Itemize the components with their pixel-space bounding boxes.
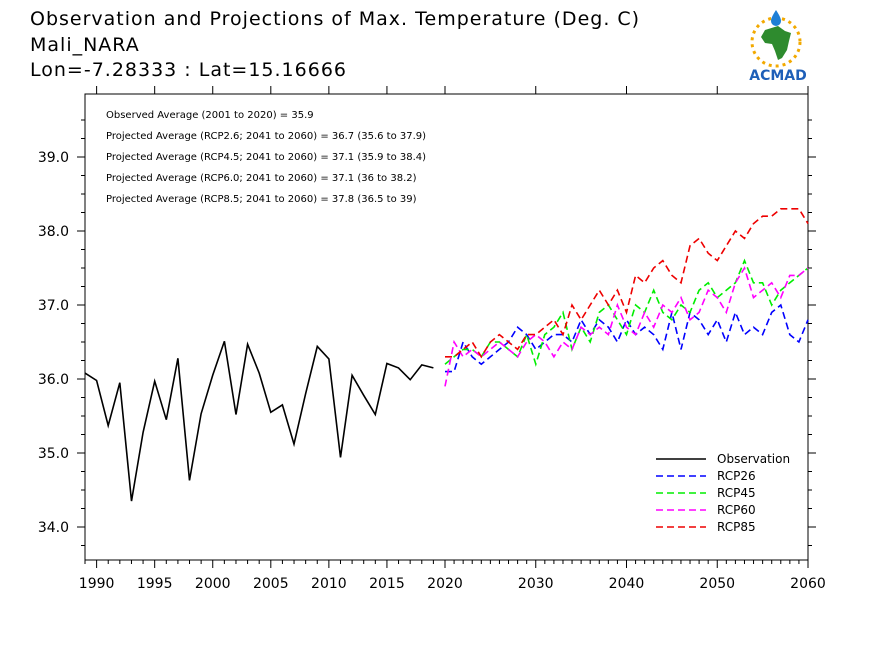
- axis-ticks: [77, 86, 816, 568]
- plot-frame: [84, 93, 809, 561]
- x-tick-label: 2030: [518, 576, 554, 592]
- y-tick-label: 38.0: [38, 224, 69, 240]
- coordinates-label: Lon=-7.28333 : Lat=15.16666: [30, 59, 348, 81]
- annotation-line: Projected Average (RCP2.6; 2041 to 2060)…: [106, 131, 426, 142]
- rcp85-line: [445, 208, 809, 359]
- x-tick-label: 1995: [137, 576, 173, 592]
- x-tick-label: 2000: [195, 576, 231, 592]
- annotation-line: Projected Average (RCP6.0; 2041 to 2060)…: [106, 173, 417, 184]
- rcp45-line: [444, 258, 809, 367]
- africa-map-icon: [761, 26, 791, 60]
- x-tick-label: 2040: [609, 576, 645, 592]
- x-tick-label: 2010: [311, 576, 347, 592]
- rcp60-legend-label: RCP60: [717, 503, 756, 517]
- rcp85-legend-label: RCP85: [717, 520, 756, 534]
- observation-line: [84, 341, 434, 502]
- annotation-line: Observed Average (2001 to 2020) = 35.9: [106, 110, 314, 121]
- x-tick-label: 2015: [369, 576, 405, 592]
- x-tick-label: 2050: [699, 576, 735, 592]
- location-name: Mali_NARA: [30, 34, 140, 56]
- water-drop-icon: [771, 10, 781, 26]
- chart-title: Observation and Projections of Max. Temp…: [30, 8, 641, 30]
- x-tick-label: 2060: [790, 576, 826, 592]
- y-tick-label: 35.0: [38, 446, 69, 462]
- annotation-line: Projected Average (RCP8.5; 2041 to 2060)…: [106, 194, 417, 205]
- y-tick-label: 37.0: [38, 298, 69, 314]
- logo-text: ACMAD: [749, 68, 807, 84]
- annotations: Observed Average (2001 to 2020) = 35.9 Pr…: [106, 110, 426, 205]
- rcp45-legend-label: RCP45: [717, 486, 756, 500]
- rcp60-line: [444, 266, 809, 387]
- x-axis-labels: 1990 1995 2000 2005 2010 2015 2020 2030 2040 2050…: [79, 576, 826, 592]
- x-tick-label: 2005: [253, 576, 289, 592]
- y-tick-label: 34.0: [38, 520, 69, 536]
- x-tick-label: 2020: [427, 576, 463, 592]
- acmad-logo: ACMAD: [749, 10, 807, 84]
- series-lines: [84, 208, 809, 502]
- y-axis-labels: 34.0 35.0 36.0 37.0 38.0 39.0: [38, 150, 69, 536]
- annotation-line: Projected Average (RCP4.5; 2041 to 2060)…: [106, 152, 426, 163]
- observation-legend-label: Observation: [717, 452, 790, 466]
- rcp26-line: [445, 303, 809, 373]
- x-tick-label: 1990: [79, 576, 115, 592]
- rcp26-legend-label: RCP26: [717, 469, 756, 483]
- y-tick-label: 36.0: [38, 372, 69, 388]
- y-tick-label: 39.0: [38, 150, 69, 166]
- legend: Observation RCP26 RCP45 RCP60 RCP85: [656, 452, 790, 534]
